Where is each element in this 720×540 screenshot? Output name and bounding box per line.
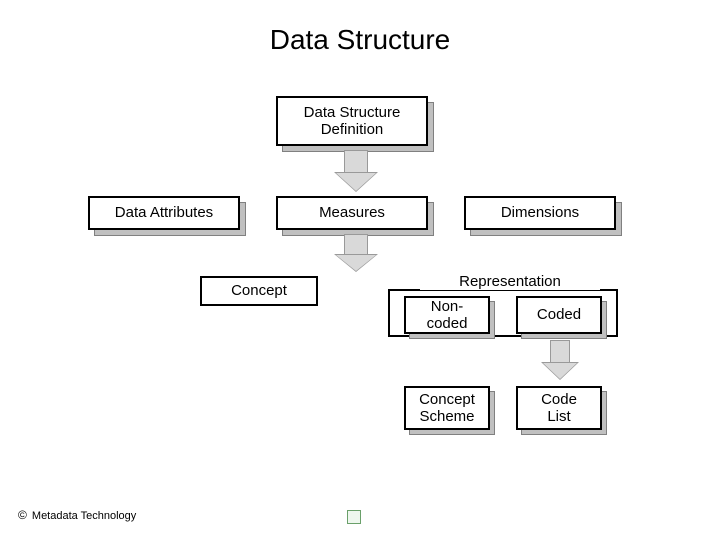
representation-label: Representation [420, 273, 600, 290]
representation-text: Representation [459, 273, 561, 290]
cscheme-label: Concept Scheme [419, 391, 475, 426]
copyright-symbol: © [18, 508, 27, 522]
codelist-label: Code List [541, 391, 577, 426]
node-dimensions: Dimensions [464, 196, 616, 230]
arrow-dsd-down [336, 150, 376, 192]
page-title: Data Structure [0, 24, 720, 56]
node-code-list: Code List [516, 386, 602, 430]
dimensions-label: Dimensions [501, 204, 579, 221]
title-text: Data Structure [270, 24, 451, 55]
measures-label: Measures [319, 204, 385, 221]
arrow-measures-down [336, 234, 376, 272]
attributes-label: Data Attributes [115, 204, 213, 221]
node-measures: Measures [276, 196, 428, 230]
node-dsd: Data Structure Definition [276, 96, 428, 146]
footer-logo-icon [347, 510, 361, 524]
node-attributes: Data Attributes [88, 196, 240, 230]
arrow-coded-down [543, 340, 577, 380]
node-coded: Coded [516, 296, 602, 334]
footer: © Metadata Technology [18, 508, 136, 522]
node-concept: Concept [200, 276, 318, 306]
node-noncoded: Non- coded [404, 296, 490, 334]
dsd-label: Data Structure Definition [304, 104, 401, 139]
concept-label: Concept [231, 282, 287, 299]
node-concept-scheme: Concept Scheme [404, 386, 490, 430]
noncoded-label: Non- coded [427, 298, 468, 333]
footer-text: Metadata Technology [32, 510, 136, 522]
coded-label: Coded [537, 306, 581, 323]
